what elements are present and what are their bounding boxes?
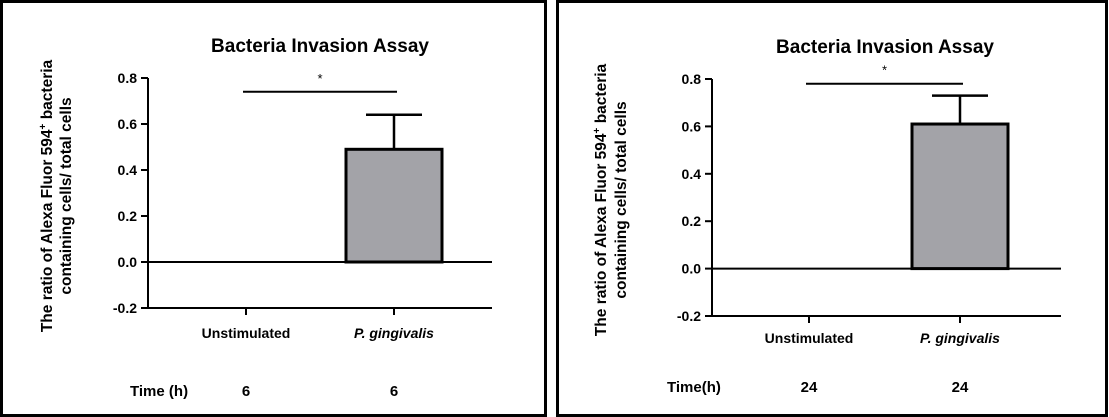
y-axis-label-part: The ratio of Alexa Fluor 594 (593, 133, 610, 336)
panel-1-frame (0, 0, 547, 417)
y-axis-label-part-end: bacteria (39, 59, 56, 123)
y-tick-label: 0.6 (682, 118, 702, 134)
y-axis-label-line1: The ratio of Alexa Fluor 594+ bacteria (38, 59, 56, 332)
chart-title: Bacteria Invasion Assay (211, 36, 429, 57)
y-tick-label: 0.0 (682, 261, 702, 277)
chart-panel-1: Bacteria Invasion Assay The ratio of Alex… (38, 36, 492, 400)
time-label: Time(h) (667, 379, 721, 396)
y-axis-label-part-end: bacteria (593, 63, 610, 127)
y-axis-label-superscript: + (38, 123, 49, 129)
time-value: 6 (242, 383, 250, 400)
y-axis-label-line2: containing cells/ total cells (613, 101, 630, 298)
time-value: 24 (952, 379, 969, 396)
category-label: Unstimulated (765, 330, 854, 346)
y-tick-label: 0.0 (118, 254, 138, 270)
category-label: P. gingivalis (354, 325, 434, 341)
y-tick-label: -0.2 (677, 308, 701, 324)
y-tick-label: 0.6 (118, 116, 138, 132)
y-tick-label: 0.8 (682, 71, 702, 87)
y-tick-label: 0.8 (118, 70, 138, 86)
y-tick-label: -0.2 (113, 300, 137, 316)
y-axis-label-superscript: + (592, 127, 603, 133)
significance-marker: * (317, 71, 322, 86)
chart-panel-2: Bacteria Invasion Assay The ratio of Alex… (592, 37, 1061, 396)
bar (910, 122, 1010, 271)
bar (344, 147, 444, 264)
y-axis-label-line1: The ratio of Alexa Fluor 594+ bacteria (592, 63, 610, 336)
y-tick-label: 0.4 (118, 162, 138, 178)
chart-title: Bacteria Invasion Assay (776, 37, 994, 58)
time-value: 24 (801, 379, 818, 396)
time-label: Time (h) (130, 383, 188, 400)
y-tick-label: 0.2 (118, 208, 138, 224)
y-tick-label: 0.2 (682, 213, 702, 229)
time-value: 6 (390, 383, 398, 400)
panel-2-frame (556, 0, 1108, 417)
category-label: Unstimulated (202, 325, 291, 341)
y-axis-label-part: The ratio of Alexa Fluor 594 (39, 129, 56, 332)
y-tick-label: 0.4 (682, 166, 702, 182)
significance-marker: * (882, 63, 887, 78)
category-label: P. gingivalis (920, 330, 1000, 346)
y-axis-label-line2: containing cells/ total cells (58, 97, 75, 294)
